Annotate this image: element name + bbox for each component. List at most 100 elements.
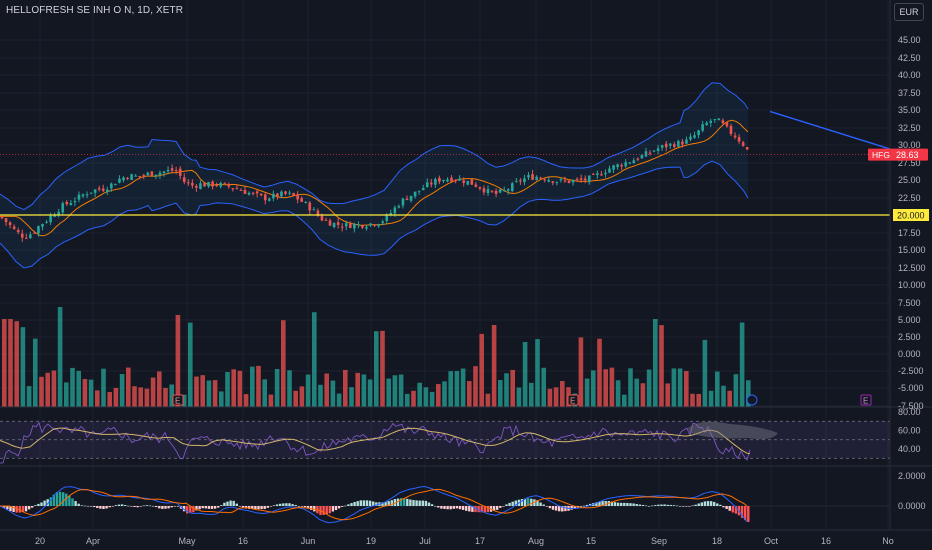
candle-body bbox=[377, 224, 380, 227]
macd-histogram-bar bbox=[647, 505, 651, 507]
macd-histogram-bar bbox=[548, 506, 552, 509]
macd-histogram-bar bbox=[111, 506, 114, 507]
macd-histogram-bar bbox=[68, 496, 71, 506]
macd-histogram-bar bbox=[260, 506, 263, 510]
currency-button[interactable]: EUR bbox=[894, 3, 924, 21]
volume-bar bbox=[411, 390, 416, 407]
volume-bar bbox=[746, 380, 751, 407]
macd-histogram-bar bbox=[694, 504, 697, 506]
volume-bar bbox=[212, 380, 218, 407]
macd-histogram-bar bbox=[446, 506, 449, 510]
volume-bar bbox=[392, 375, 398, 407]
macd-histogram-bar bbox=[186, 506, 189, 514]
candle-body bbox=[361, 225, 364, 228]
macd-histogram-bar bbox=[678, 505, 682, 507]
macd-histogram-bar bbox=[282, 503, 285, 506]
candle-body bbox=[45, 221, 48, 223]
volume-bar bbox=[51, 370, 57, 407]
macd-histogram-bar bbox=[381, 502, 384, 506]
candle-body bbox=[191, 182, 194, 186]
bollinger-upper bbox=[0, 82, 749, 211]
volume-bar bbox=[498, 380, 503, 407]
candle-body bbox=[263, 194, 267, 201]
volume-bar bbox=[522, 342, 528, 407]
candle-body bbox=[199, 183, 202, 189]
macd-histogram-bar bbox=[226, 501, 229, 506]
macd-histogram-bar bbox=[551, 506, 555, 510]
macd-histogram-bar bbox=[356, 501, 359, 506]
volume-bar bbox=[336, 393, 342, 407]
candle-body bbox=[705, 122, 708, 126]
volume-bar bbox=[324, 373, 329, 407]
candle-body bbox=[604, 172, 607, 175]
macd-histogram-bar bbox=[582, 505, 586, 507]
candle-body bbox=[344, 223, 348, 227]
candle-body bbox=[187, 182, 190, 184]
candle-body bbox=[490, 190, 494, 192]
candle-body bbox=[689, 136, 692, 140]
candle-body bbox=[85, 194, 89, 196]
macd-histogram-bar bbox=[142, 505, 145, 507]
macd-histogram-bar bbox=[505, 504, 508, 506]
candle-body bbox=[515, 181, 518, 183]
candle-body bbox=[401, 198, 405, 206]
price-tick-label: -7.500 bbox=[898, 401, 924, 411]
macd-pane bbox=[0, 485, 890, 524]
candle-body bbox=[93, 189, 97, 193]
volume-bar bbox=[219, 391, 224, 407]
candle-body bbox=[434, 179, 437, 185]
volume-bar bbox=[64, 382, 69, 407]
candle-body bbox=[697, 130, 700, 136]
trend-projection-line bbox=[769, 110, 896, 152]
macd-histogram-bar bbox=[235, 503, 238, 506]
candle-body bbox=[677, 140, 680, 147]
volume-bar bbox=[343, 369, 348, 407]
candle-body bbox=[640, 155, 644, 159]
candle-body bbox=[243, 189, 247, 194]
candle-body bbox=[41, 223, 44, 227]
macd-histogram-bar bbox=[554, 506, 558, 511]
volume-bar bbox=[634, 378, 639, 407]
macd-histogram-bar bbox=[365, 500, 369, 506]
volume-bar bbox=[708, 390, 714, 407]
macd-histogram-bar bbox=[703, 501, 707, 506]
macd-histogram-bar bbox=[43, 500, 46, 506]
volume-bar bbox=[690, 393, 695, 407]
candle-body bbox=[223, 182, 227, 184]
candle-body bbox=[69, 203, 73, 206]
macd-histogram-bar bbox=[545, 506, 548, 507]
candle-body bbox=[154, 174, 158, 177]
candle-body bbox=[717, 118, 721, 121]
macd-histogram-bar bbox=[86, 505, 90, 507]
macd-histogram-bar bbox=[561, 506, 564, 512]
macd-histogram-bar bbox=[161, 506, 164, 509]
volume-bar bbox=[169, 384, 174, 407]
macd-histogram-bar bbox=[322, 506, 325, 515]
macd-histogram-bar bbox=[55, 491, 59, 506]
volume-bar bbox=[659, 325, 664, 407]
macd-histogram-bar bbox=[117, 504, 121, 506]
candle-body bbox=[430, 182, 433, 185]
macd-histogram-bar bbox=[136, 506, 139, 508]
candle-body bbox=[644, 151, 648, 157]
macd-histogram-bar bbox=[610, 501, 614, 506]
price-tick-label: 0.000 bbox=[898, 349, 921, 359]
macd-histogram-bar bbox=[511, 501, 514, 506]
time-tick-label: No bbox=[882, 536, 894, 546]
earnings-label: E bbox=[863, 397, 868, 406]
macd-histogram-bar bbox=[458, 506, 462, 510]
grid-lines bbox=[0, 0, 890, 530]
candle-body bbox=[276, 193, 279, 197]
macd-histogram-bar bbox=[437, 506, 440, 508]
macd-histogram-bar bbox=[585, 504, 589, 506]
candle-body bbox=[701, 124, 704, 131]
candle-body bbox=[312, 209, 316, 211]
macd-histogram-bar bbox=[440, 506, 443, 509]
macd-histogram-bar bbox=[725, 506, 728, 509]
volume-bar bbox=[510, 369, 515, 407]
volume-bar bbox=[733, 374, 739, 407]
price-tick-label: -2.500 bbox=[898, 366, 924, 376]
macd-histogram-bar bbox=[229, 500, 232, 506]
macd-histogram-bar bbox=[328, 506, 331, 514]
